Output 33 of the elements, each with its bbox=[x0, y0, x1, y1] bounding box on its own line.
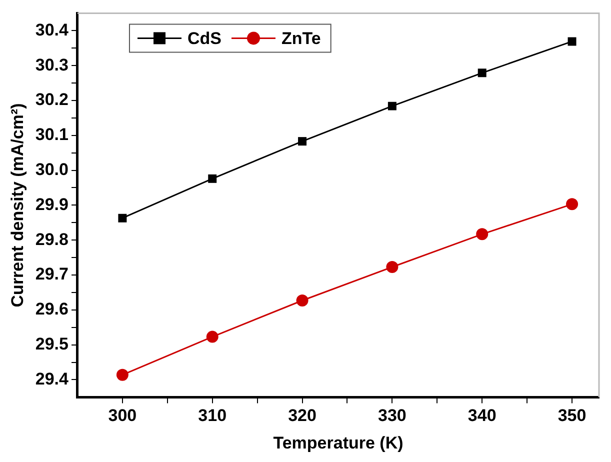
y-tick-label: 29.6 bbox=[35, 300, 68, 319]
x-tick-label: 310 bbox=[198, 406, 227, 426]
point bbox=[388, 102, 396, 110]
y-tick-label: 30.4 bbox=[35, 20, 70, 40]
point bbox=[118, 214, 127, 222]
y-tick-label: 29.9 bbox=[35, 194, 68, 214]
legend-label: CdS bbox=[187, 28, 222, 48]
point bbox=[386, 260, 398, 273]
x-tick-label: 330 bbox=[378, 406, 406, 426]
x-tick-label: 300 bbox=[108, 406, 137, 426]
point bbox=[478, 68, 486, 78]
x-axis-title: Temperature (K) bbox=[273, 433, 404, 452]
y-tick-label: 29.8 bbox=[35, 230, 68, 249]
point bbox=[296, 294, 308, 306]
x-tick-label: 320 bbox=[288, 406, 316, 426]
point bbox=[298, 137, 307, 146]
point bbox=[568, 37, 576, 46]
x-tick-label: 340 bbox=[468, 406, 496, 426]
y-tick-label: 30.2 bbox=[35, 90, 68, 110]
y-axis-title: Current density (mA/cm²) bbox=[8, 103, 27, 308]
y-tick-label: 29.4 bbox=[35, 369, 70, 388]
x-tick-label: 350 bbox=[558, 406, 586, 426]
y-tick-label: 30.1 bbox=[35, 125, 68, 144]
y-tick-label: 29.5 bbox=[35, 334, 68, 354]
y-tick-label: 30.0 bbox=[35, 160, 68, 179]
point bbox=[208, 174, 217, 183]
y-tick-label: 29.7 bbox=[35, 264, 68, 284]
point bbox=[116, 368, 128, 381]
point bbox=[206, 330, 218, 343]
point bbox=[476, 228, 488, 240]
legend-label: ZnTe bbox=[281, 28, 321, 48]
y-tick-label: 30.3 bbox=[35, 55, 68, 74]
point bbox=[566, 198, 578, 210]
